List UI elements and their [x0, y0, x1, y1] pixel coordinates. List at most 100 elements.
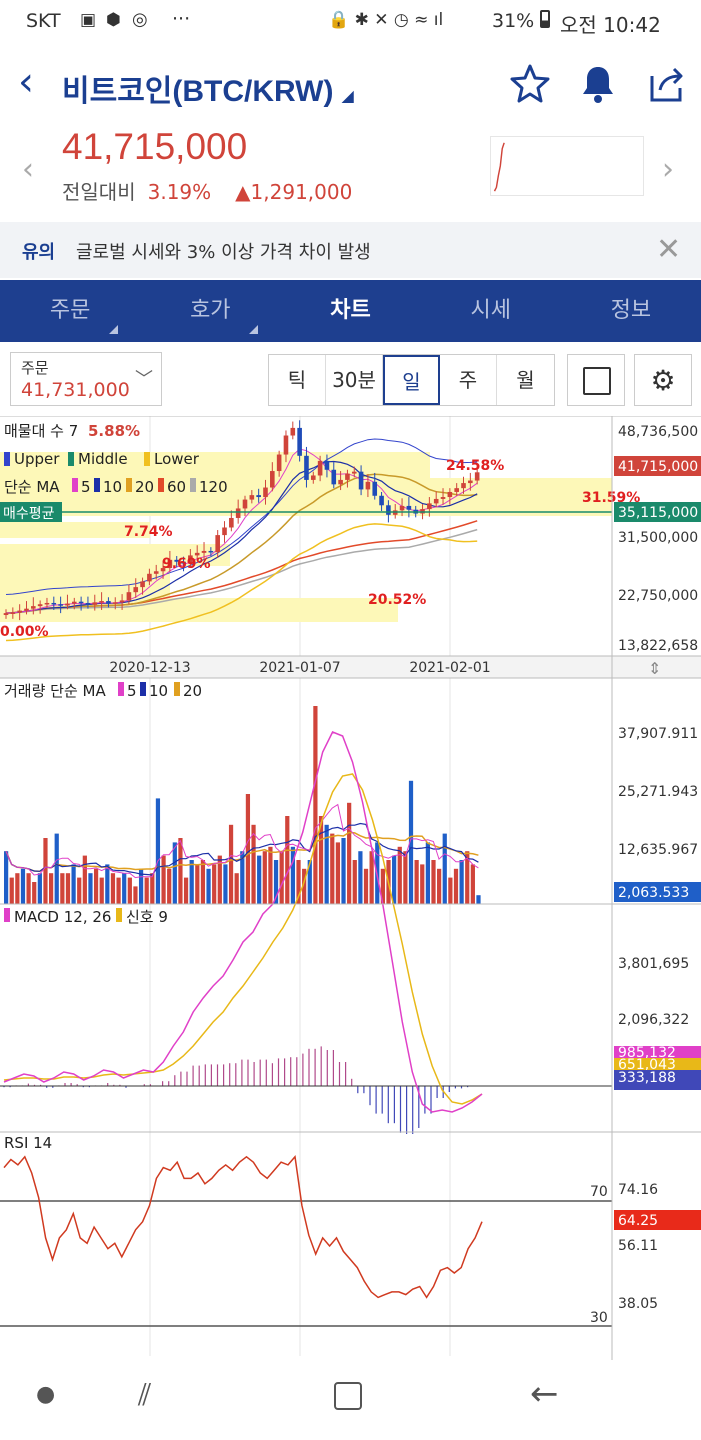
volume-bar — [307, 860, 312, 904]
volume-bar — [183, 877, 189, 904]
candle-body — [78, 601, 84, 604]
coin-title[interactable]: 비트코인(BTC/KRW) ◢ — [62, 66, 354, 110]
chart-title-value: 5.88% — [88, 422, 140, 440]
candle-body — [65, 603, 70, 606]
volume-bar — [268, 846, 273, 904]
candle-body — [140, 581, 145, 588]
star-icon[interactable] — [508, 62, 552, 106]
next-coin-arrow-icon[interactable]: › — [662, 152, 674, 187]
volume-bar — [470, 864, 475, 904]
tab-label: 정보 — [610, 298, 652, 323]
candle-body — [433, 498, 439, 504]
candle-body — [222, 527, 227, 536]
candle-body — [310, 475, 316, 480]
y-tick-label: 22,750,000 — [618, 588, 698, 604]
period-month[interactable]: 월 — [497, 355, 554, 405]
period-30min[interactable]: 30분 — [326, 355, 383, 405]
volume-bar — [189, 860, 194, 904]
y-tick-label: 13,822,658 — [618, 638, 698, 654]
candle-body — [3, 613, 9, 616]
back-arrow-icon[interactable]: ‹ — [18, 59, 34, 105]
tab-info[interactable]: 정보 — [561, 280, 701, 342]
period-tick[interactable]: 틱 — [269, 355, 326, 405]
volume-bar — [88, 873, 93, 904]
y-tick-label: 3,801,695 — [618, 956, 689, 972]
avg-buy-tag: 35,115,000 — [618, 505, 698, 521]
macd-line — [3, 731, 483, 1113]
settings-button[interactable]: ⚙ — [634, 354, 692, 406]
current-price-tag: 41,715,000 — [618, 459, 698, 475]
candle-body — [160, 568, 166, 572]
legend-swatch — [158, 478, 164, 492]
submenu-corner-icon — [109, 325, 119, 334]
period-week[interactable]: 주 — [440, 355, 497, 405]
volume-bar — [172, 842, 177, 904]
main-tabs: 주문 호가 차트 시세 정보 — [0, 280, 701, 342]
macd-tag-bg — [614, 1058, 701, 1070]
candle-body — [283, 435, 289, 455]
volume-bar — [127, 877, 132, 904]
share-icon[interactable] — [644, 62, 688, 106]
candle-body — [99, 601, 104, 603]
chevron-down-icon: ﹀ — [135, 369, 153, 390]
legend-swatch — [116, 908, 122, 922]
ma-legend-60: 60 — [167, 478, 186, 496]
ma-10-line — [5, 460, 478, 614]
macd-tag: 333,188 — [618, 1070, 676, 1086]
tab-orderbook[interactable]: 호가 — [140, 280, 280, 342]
y-tick-label: 48,736,500 — [618, 424, 698, 440]
ma-legend-5: 5 — [81, 478, 91, 496]
current-price-tag-bg — [614, 456, 701, 476]
macd-title: MACD 12, 26 — [14, 908, 111, 926]
home-icon[interactable] — [334, 1382, 362, 1410]
volume-bar — [437, 868, 442, 904]
y-tick-label: 56.11 — [618, 1238, 658, 1254]
volume-bar — [15, 873, 20, 904]
shield-icon: ⬢ — [106, 10, 121, 30]
candle-body — [304, 455, 309, 480]
volume-bar — [4, 851, 9, 904]
legend-bollinger-middle: Middle — [78, 450, 128, 468]
order-price-select[interactable]: 주문 41,731,000 ﹀ — [10, 352, 162, 406]
vol-legend-20: 20 — [183, 682, 202, 700]
volume-bar — [245, 794, 251, 904]
avg-buy-label-bg — [0, 502, 62, 522]
status-bar: SKT ▣ ⬢ ◎ ··· 🔒 ✱ ✕ ◷ ≈ ıl 31% 오전 10:42 — [0, 0, 701, 44]
volume-bar — [240, 851, 245, 904]
recents-icon[interactable]: ⫽ — [138, 1378, 152, 1413]
square-icon — [583, 367, 611, 395]
dot-icon[interactable]: ● — [36, 1382, 56, 1407]
prev-coin-arrow-icon[interactable]: ‹ — [22, 152, 34, 187]
volume-bar — [223, 864, 228, 904]
volume-bar — [71, 864, 76, 904]
tab-market[interactable]: 시세 — [421, 280, 561, 342]
candle-body — [365, 481, 371, 490]
candle-body — [188, 555, 193, 564]
chart-area[interactable]: 매수평균 매물대 수 7 5.88% Upper Middle Lower 단순 MA 5 10… — [0, 416, 701, 1360]
bollinger-lower-line — [5, 523, 478, 642]
clock: 오전 10:42 — [560, 13, 661, 37]
volume-bar — [476, 895, 481, 904]
volume-bar — [200, 860, 206, 904]
close-icon[interactable]: ✕ — [656, 232, 682, 267]
vol-ma-10-line — [5, 822, 479, 876]
period-day[interactable]: 일 — [383, 355, 440, 405]
bell-icon[interactable] — [576, 62, 620, 106]
volume-bar — [352, 860, 357, 904]
macd-signal-label: 신호 9 — [126, 908, 168, 926]
candle-body — [427, 503, 432, 510]
candle-body — [351, 471, 357, 474]
x-tick-label: 2020-12-13 — [109, 660, 190, 676]
back-nav-icon[interactable]: ← — [530, 1374, 559, 1414]
tab-order[interactable]: 주문 — [0, 280, 140, 342]
tab-chart[interactable]: 차트 — [280, 280, 420, 342]
legend-swatch — [174, 682, 180, 696]
candle-body — [31, 606, 36, 609]
legend-bollinger-upper: Upper — [14, 450, 60, 468]
volume-bar — [20, 868, 26, 904]
volume-bar — [178, 838, 183, 904]
volume-bar — [116, 877, 121, 904]
volume-bar — [122, 873, 127, 904]
drawing-tool-button[interactable] — [567, 354, 625, 406]
volume-bar — [212, 864, 217, 904]
